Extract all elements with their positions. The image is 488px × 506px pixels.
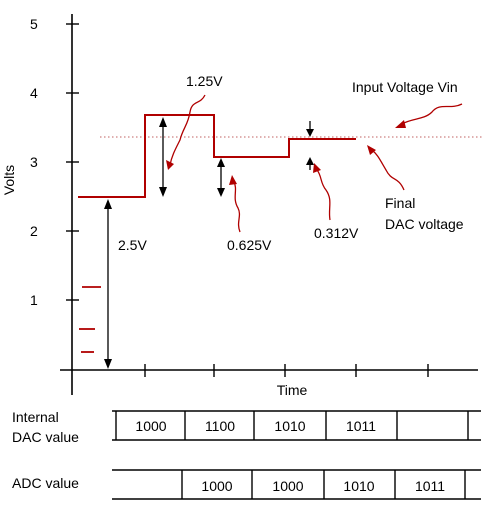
axes: 5 4 3 2 1 Volts Time <box>1 14 478 398</box>
adc-cell-1: 1000 <box>201 478 232 494</box>
x-axis-label: Time <box>277 382 308 398</box>
internal-label-line2: DAC value <box>12 429 79 445</box>
callout-0-312v <box>316 169 331 221</box>
callout-1-25v-head <box>166 160 174 170</box>
dac-staircase <box>78 114 356 198</box>
arrow-1-25v-head-top <box>159 117 167 127</box>
annotations: Input Voltage Vin 1.25V 2.5V 0.625V 0.31… <box>118 73 464 253</box>
sub-division-marks <box>79 286 101 353</box>
arrow-2-5v-head-bottom <box>104 359 112 369</box>
adc-cell-3: 1010 <box>343 478 374 494</box>
arrow-0-312v-head-top <box>306 129 314 137</box>
internal-cell-4: 1011 <box>346 418 376 434</box>
label-final-line1: Final <box>385 195 415 211</box>
y-tick-label-5: 5 <box>30 16 38 32</box>
y-axis-label: Volts <box>1 165 17 195</box>
callout-input-voltage <box>401 103 463 125</box>
label-1-25v: 1.25V <box>186 73 223 89</box>
adc-value-table: ADC value 1000 1000 1010 1011 <box>12 469 481 500</box>
arrow-0-625v-head-bottom <box>217 188 225 197</box>
callout-0-625v <box>233 181 241 233</box>
callout-0-312v-head <box>313 163 321 173</box>
internal-cell-2: 1100 <box>205 418 235 434</box>
arrow-0-625v-head-top <box>217 158 225 167</box>
y-tick-label-1: 1 <box>30 292 38 308</box>
arrow-2-5v-head-top <box>104 199 112 209</box>
internal-cell-3: 1010 <box>274 418 305 434</box>
callout-squiggles <box>166 94 463 233</box>
label-2-5v: 2.5V <box>118 237 147 253</box>
adc-label: ADC value <box>12 475 79 491</box>
arrow-1-25v-head-bottom <box>159 187 167 197</box>
step-arrows <box>104 117 314 369</box>
label-input-voltage: Input Voltage Vin <box>352 79 458 95</box>
y-tick-label-3: 3 <box>30 154 38 170</box>
adc-cell-2: 1000 <box>272 478 303 494</box>
internal-dac-table: Internal DAC value 1000 1100 1010 1011 <box>12 409 481 445</box>
callout-final-dac <box>371 149 405 191</box>
y-tick-label-4: 4 <box>30 85 38 101</box>
adc-cell-4: 1011 <box>415 478 445 494</box>
internal-cell-1: 1000 <box>135 418 166 434</box>
y-tick-label-2: 2 <box>30 223 38 239</box>
label-0-625v: 0.625V <box>227 237 272 253</box>
arrow-0-312v-head-bottom <box>306 157 314 165</box>
callout-input-voltage-head <box>395 120 406 128</box>
callout-0-625v-head <box>229 175 237 185</box>
label-0-312v: 0.312V <box>314 225 359 241</box>
label-final-line2: DAC voltage <box>385 216 464 232</box>
internal-label-line1: Internal <box>12 409 59 425</box>
callout-1-25v <box>169 94 206 166</box>
callout-final-dac-head <box>367 145 376 155</box>
